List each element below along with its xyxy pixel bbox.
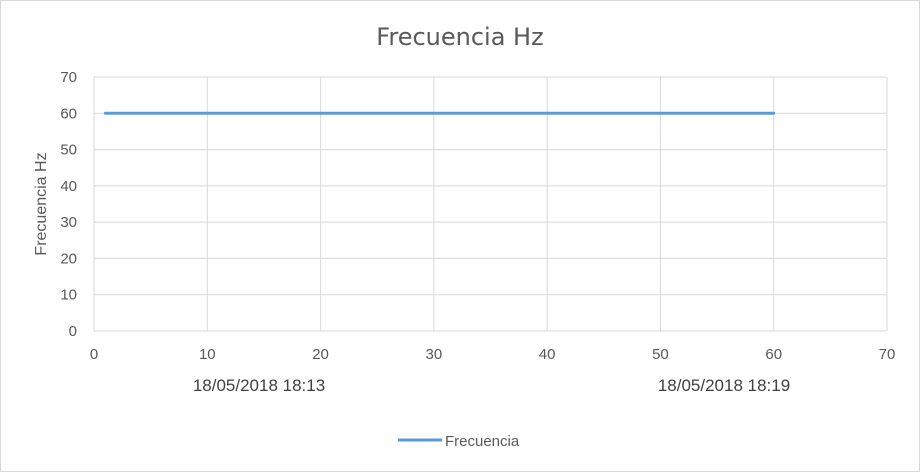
y-tick-label: 50: [60, 142, 77, 159]
y-tick-label: 40: [60, 178, 77, 195]
x-tick-label: 0: [90, 346, 98, 363]
legend-label-frecuencia: Frecuencia: [445, 433, 520, 450]
plot-grid: [93, 76, 888, 332]
x-tick-labels: 0 10 20 30 40 50 60 70: [90, 346, 896, 363]
chart-title: Frecuencia Hz: [376, 23, 543, 51]
y-tick-label: 10: [60, 287, 77, 304]
date-label: 18/05/2018 18:13: [193, 376, 325, 395]
x-tick-label: 40: [539, 346, 556, 363]
date-label: 18/05/2018 18:19: [658, 376, 790, 395]
y-tick-labels: 0 10 20 30 40 50 60 70: [60, 69, 77, 340]
y-tick-label: 60: [60, 105, 77, 122]
y-tick-label: 0: [69, 323, 77, 340]
y-tick-label: 30: [60, 214, 77, 231]
y-tick-label: 70: [60, 69, 77, 86]
x-tick-label: 10: [199, 346, 216, 363]
x-tick-label: 20: [312, 346, 329, 363]
x-tick-label: 70: [879, 346, 896, 363]
x-tick-label: 50: [652, 346, 669, 363]
legend: Frecuencia: [398, 433, 520, 450]
y-axis-label: Frecuencia Hz: [33, 152, 50, 255]
y-tick-label: 20: [60, 250, 77, 267]
date-labels: 18/05/2018 18:13 18/05/2018 18:19: [193, 376, 790, 395]
x-tick-label: 30: [426, 346, 443, 363]
x-tick-label: 60: [765, 346, 782, 363]
